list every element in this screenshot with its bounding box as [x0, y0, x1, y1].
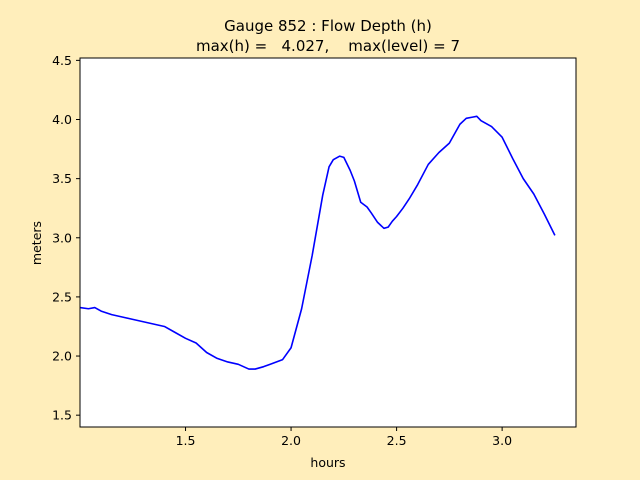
y-tick-label: 2.0 [52, 349, 72, 364]
x-tick-label: 2.5 [387, 433, 407, 448]
y-tick-label: 1.5 [52, 408, 72, 423]
y-axis-ticks: 1.5 2.0 2.5 3.0 3.5 4.0 4.5 [52, 53, 80, 423]
y-tick-label: 4.0 [52, 112, 72, 127]
y-tick-label: 3.0 [52, 230, 72, 245]
y-tick-label: 4.5 [52, 53, 72, 68]
series-line [79, 115, 556, 370]
plot-area [80, 58, 576, 427]
x-axis-ticks: 1.5 2.0 2.5 3.0 [176, 427, 512, 448]
plot-frame [79, 57, 577, 428]
chart-title-line1: Gauge 852 : Flow Depth (h) [224, 17, 432, 35]
x-tick-label: 1.5 [176, 433, 196, 448]
x-tick-label: 3.0 [492, 433, 512, 448]
y-tick-label: 2.5 [52, 289, 72, 304]
y-axis-label: meters [29, 221, 44, 265]
x-axis-label: hours [310, 455, 345, 470]
x-tick-label: 2.0 [281, 433, 301, 448]
y-tick-label: 3.5 [52, 171, 72, 186]
chart-title-line2: max(h) = 4.027, max(level) = 7 [196, 37, 460, 55]
